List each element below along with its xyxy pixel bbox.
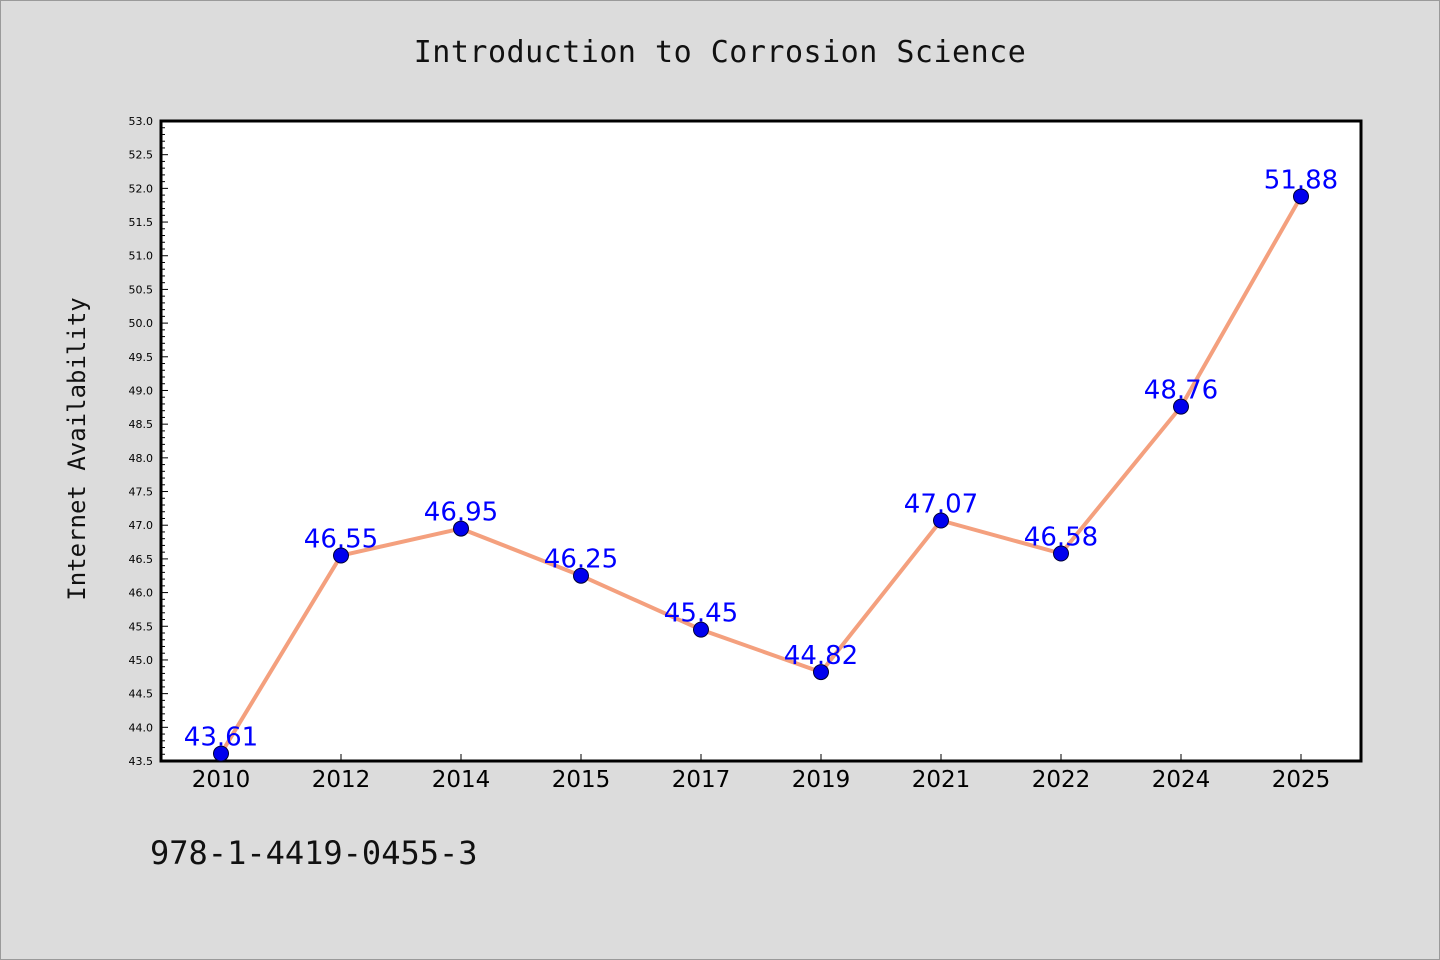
y-tick-label: 47.5 bbox=[129, 486, 154, 499]
data-point bbox=[933, 512, 949, 529]
y-tick-label: 52.0 bbox=[129, 182, 154, 195]
x-tick-label: 2012 bbox=[312, 767, 371, 793]
y-tick-label: 53.0 bbox=[129, 115, 154, 128]
series-line bbox=[219, 194, 1303, 756]
data-label: 45.45 bbox=[664, 599, 738, 629]
data-label: 44.82 bbox=[784, 641, 858, 671]
data-label: 51.88 bbox=[1264, 165, 1338, 195]
y-axis: 43.5 44.0 44.5 45.0 45.5 46.0 46.5 47.0 47.5 48.0… bbox=[129, 115, 168, 768]
data-point bbox=[1293, 188, 1309, 205]
x-tick-label: 2022 bbox=[1032, 767, 1091, 793]
y-axis-label: Internet Availability bbox=[63, 297, 91, 600]
y-tick-label: 46.0 bbox=[129, 587, 154, 600]
data-label: 48.76 bbox=[1144, 376, 1218, 406]
y-tick-label: 45.0 bbox=[129, 654, 154, 667]
y-tick-label: 51.0 bbox=[129, 250, 154, 263]
x-tick-label: 2019 bbox=[792, 767, 851, 793]
data-point bbox=[453, 520, 469, 537]
y-tick-label: 51.5 bbox=[129, 216, 154, 229]
y-tick-label: 48.5 bbox=[129, 418, 154, 431]
x-tick-label: 2017 bbox=[672, 767, 731, 793]
plot-area bbox=[159, 119, 1363, 763]
x-axis: 2010 2012 2014 2015 2017 2019 2021 2022 2024 2025 bbox=[192, 754, 1331, 793]
y-tick-label: 43.5 bbox=[129, 755, 154, 768]
data-label: 46.95 bbox=[424, 498, 498, 528]
y-tick-label: 49.0 bbox=[129, 384, 154, 397]
x-tick-label: 2024 bbox=[1152, 767, 1211, 793]
series: 43.61 46.55 46.95 46.25 45.45 44.82 47.07 46.58… bbox=[184, 165, 1338, 762]
x-tick-label: 2015 bbox=[552, 767, 611, 793]
y-tick-label: 50.5 bbox=[129, 283, 154, 296]
y-tick-label: 48.0 bbox=[129, 452, 154, 465]
data-label: 46.58 bbox=[1024, 523, 1098, 553]
isbn-footer: 978-1-4419-0455-3 bbox=[150, 834, 478, 872]
data-point bbox=[813, 664, 829, 681]
data-label: 46.25 bbox=[544, 545, 618, 575]
y-tick-label: 46.5 bbox=[129, 553, 154, 566]
data-label: 43.61 bbox=[184, 723, 258, 753]
y-tick-label: 50.0 bbox=[129, 317, 154, 330]
data-point bbox=[693, 621, 709, 638]
y-tick-label: 52.5 bbox=[129, 149, 154, 162]
data-point bbox=[333, 547, 349, 564]
y-tick-label: 44.0 bbox=[129, 721, 154, 734]
y-tick-label: 49.5 bbox=[129, 351, 154, 364]
x-tick-label: 2025 bbox=[1272, 767, 1331, 793]
y-tick-label: 47.0 bbox=[129, 519, 154, 532]
data-point bbox=[1053, 545, 1069, 562]
chart-title: Introduction to Corrosion Science bbox=[413, 35, 1027, 70]
data-point bbox=[213, 745, 229, 762]
y-tick-label: 45.5 bbox=[129, 620, 154, 633]
data-point bbox=[1173, 398, 1189, 415]
x-tick-label: 2014 bbox=[432, 767, 491, 793]
y-tick-label: 44.5 bbox=[129, 688, 154, 701]
x-tick-label: 2021 bbox=[912, 767, 971, 793]
data-label: 46.55 bbox=[304, 525, 378, 555]
x-tick-label: 2010 bbox=[192, 767, 251, 793]
data-point bbox=[573, 567, 589, 584]
data-label: 47.07 bbox=[904, 489, 978, 519]
